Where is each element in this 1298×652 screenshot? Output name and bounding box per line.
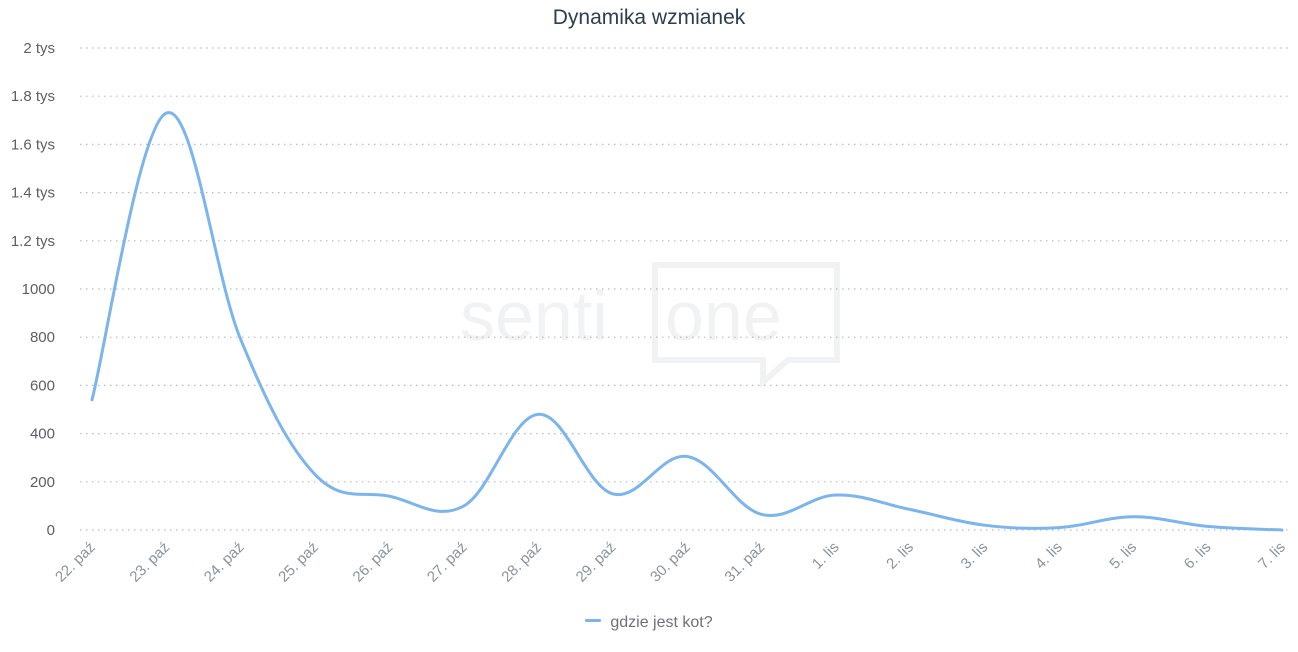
y-tick-label: 1.6 tys (11, 136, 55, 153)
x-tick-label: 25. paź (275, 539, 322, 586)
x-axis-ticks: 22. paź 23. paź 24. paź 25. paź 26. paź 27. p… (52, 539, 1289, 586)
y-tick-label: 600 (30, 377, 55, 394)
speech-bubble-icon (652, 262, 840, 387)
y-tick-label: 0 (47, 522, 55, 539)
x-tick-label: 28. paź (498, 539, 545, 586)
sentione-watermark-logo: senti one (460, 262, 840, 387)
y-tick-label: 1000 (22, 281, 55, 298)
y-tick-label: 2 tys (23, 40, 55, 57)
x-tick-label: 5. lis (1106, 539, 1140, 573)
x-tick-label: 23. paź (126, 539, 173, 586)
y-tick-label: 200 (30, 474, 55, 491)
x-tick-label: 29. paź (573, 539, 620, 586)
y-tick-label: 1.8 tys (11, 88, 55, 105)
legend-series-label[interactable]: gdzie jest kot? (610, 614, 713, 631)
x-tick-label: 31. paź (721, 539, 768, 586)
chart-title: Dynamika wzmianek (552, 6, 746, 29)
chart-legend[interactable]: gdzie jest kot? (0, 614, 1298, 632)
x-tick-label: 2. lis (883, 539, 917, 573)
x-tick-label: 4. lis (1032, 539, 1066, 573)
y-tick-label: 400 (30, 426, 55, 443)
x-tick-label: 6. lis (1181, 539, 1215, 573)
y-tick-label: 800 (30, 329, 55, 346)
watermark-text-right: one (665, 277, 782, 355)
x-tick-label: 1. lis (809, 539, 843, 573)
watermark-text-left: senti (460, 277, 608, 355)
series-line[interactable] (90, 111, 1284, 532)
x-tick-label: 30. paź (647, 539, 694, 586)
x-tick-label: 27. paź (424, 539, 471, 586)
x-tick-label: 24. paź (201, 539, 248, 586)
series-layer (90, 111, 1284, 532)
x-tick-label: 7. lis (1255, 539, 1289, 573)
y-tick-label: 1.4 tys (11, 185, 55, 202)
legend-line-icon (585, 619, 602, 623)
grid-lines (80, 47, 1290, 531)
y-tick-label: 1.2 tys (11, 233, 55, 250)
x-tick-label: 3. lis (957, 539, 991, 573)
y-axis-ticks: 0 200 400 600 800 1000 1.2 tys 1.4 tys 1.6 tys 1.… (11, 40, 55, 539)
x-tick-label: 26. paź (350, 539, 397, 586)
x-tick-label: 22. paź (52, 539, 99, 586)
